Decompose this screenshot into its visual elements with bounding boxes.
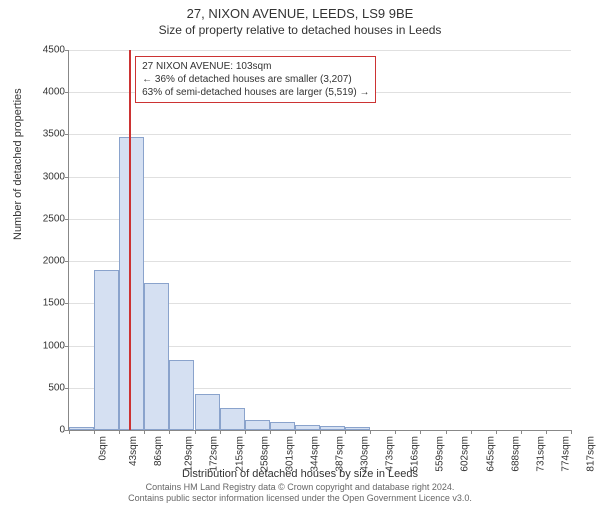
xtick-mark bbox=[471, 430, 472, 434]
ytick-mark bbox=[65, 177, 69, 178]
xtick-label: 301sqm bbox=[284, 436, 295, 472]
gridline bbox=[69, 134, 571, 135]
xtick-mark bbox=[119, 430, 120, 434]
ytick-label: 0 bbox=[25, 425, 65, 436]
xtick-mark bbox=[144, 430, 145, 434]
xtick-label: 258sqm bbox=[259, 436, 270, 472]
xtick-label: 344sqm bbox=[309, 436, 320, 472]
footer: Contains HM Land Registry data © Crown c… bbox=[0, 482, 600, 504]
xtick-label: 688sqm bbox=[510, 436, 521, 472]
xtick-mark bbox=[546, 430, 547, 434]
xtick-label: 731sqm bbox=[535, 436, 546, 472]
histogram-bar bbox=[144, 283, 169, 430]
histogram-bar bbox=[320, 426, 345, 430]
ytick-mark bbox=[65, 388, 69, 389]
gridline bbox=[69, 219, 571, 220]
gridline bbox=[69, 261, 571, 262]
ytick-label: 2500 bbox=[25, 213, 65, 224]
marker-line bbox=[129, 50, 131, 430]
ytick-mark bbox=[65, 261, 69, 262]
xtick-mark bbox=[69, 430, 70, 434]
annotation-line3: 63% of semi-detached houses are larger (… bbox=[142, 86, 369, 99]
xtick-mark bbox=[245, 430, 246, 434]
ytick-label: 1000 bbox=[25, 340, 65, 351]
ytick-label: 500 bbox=[25, 382, 65, 393]
gridline bbox=[69, 177, 571, 178]
xtick-mark bbox=[521, 430, 522, 434]
xtick-label: 430sqm bbox=[360, 436, 371, 472]
ytick-label: 4000 bbox=[25, 87, 65, 98]
gridline bbox=[69, 50, 571, 51]
xtick-label: 516sqm bbox=[410, 436, 421, 472]
histogram-bar bbox=[195, 394, 220, 430]
ytick-label: 1500 bbox=[25, 298, 65, 309]
xtick-mark bbox=[320, 430, 321, 434]
x-axis-label: Distribution of detached houses by size … bbox=[0, 468, 600, 480]
ytick-label: 4500 bbox=[25, 45, 65, 56]
xtick-mark bbox=[496, 430, 497, 434]
chart-title-sub: Size of property relative to detached ho… bbox=[0, 23, 600, 37]
annotation-box: 27 NIXON AVENUE: 103sqm← 36% of detached… bbox=[135, 56, 376, 103]
xtick-mark bbox=[446, 430, 447, 434]
xtick-label: 473sqm bbox=[385, 436, 396, 472]
histogram-bar bbox=[169, 360, 194, 430]
xtick-label: 86sqm bbox=[153, 436, 164, 466]
histogram-bar bbox=[94, 270, 119, 430]
histogram-bar bbox=[69, 427, 94, 430]
ytick-mark bbox=[65, 303, 69, 304]
xtick-label: 215sqm bbox=[234, 436, 245, 472]
xtick-label: 387sqm bbox=[334, 436, 345, 472]
xtick-mark bbox=[395, 430, 396, 434]
chart-title-main: 27, NIXON AVENUE, LEEDS, LS9 9BE bbox=[0, 6, 600, 21]
xtick-label: 602sqm bbox=[460, 436, 471, 472]
y-axis-label: Number of detached properties bbox=[12, 88, 24, 240]
plot-region: 0500100015002000250030003500400045000sqm… bbox=[68, 50, 571, 431]
ytick-mark bbox=[65, 134, 69, 135]
ytick-mark bbox=[65, 346, 69, 347]
annotation-line1: 27 NIXON AVENUE: 103sqm bbox=[142, 60, 369, 73]
xtick-mark bbox=[270, 430, 271, 434]
histogram-bar bbox=[295, 425, 320, 430]
histogram-bar bbox=[119, 137, 144, 430]
xtick-mark bbox=[169, 430, 170, 434]
footer-line1: Contains HM Land Registry data © Crown c… bbox=[0, 482, 600, 493]
xtick-label: 817sqm bbox=[585, 436, 596, 472]
footer-line2: Contains public sector information licen… bbox=[0, 493, 600, 504]
annotation-line2: ← 36% of detached houses are smaller (3,… bbox=[142, 73, 369, 86]
xtick-label: 172sqm bbox=[209, 436, 220, 472]
xtick-label: 559sqm bbox=[435, 436, 446, 472]
ytick-mark bbox=[65, 50, 69, 51]
xtick-mark bbox=[94, 430, 95, 434]
histogram-bar bbox=[245, 420, 270, 430]
histogram-bar bbox=[345, 427, 370, 430]
histogram-bar bbox=[270, 422, 295, 430]
xtick-mark bbox=[345, 430, 346, 434]
xtick-mark bbox=[295, 430, 296, 434]
xtick-label: 774sqm bbox=[560, 436, 571, 472]
histogram-bar bbox=[220, 408, 245, 430]
chart-area: 0500100015002000250030003500400045000sqm… bbox=[68, 50, 570, 430]
xtick-mark bbox=[220, 430, 221, 434]
xtick-label: 43sqm bbox=[128, 436, 139, 466]
ytick-mark bbox=[65, 92, 69, 93]
ytick-label: 3000 bbox=[25, 171, 65, 182]
ytick-mark bbox=[65, 219, 69, 220]
xtick-label: 645sqm bbox=[485, 436, 496, 472]
xtick-mark bbox=[420, 430, 421, 434]
xtick-mark bbox=[571, 430, 572, 434]
ytick-label: 2000 bbox=[25, 256, 65, 267]
ytick-label: 3500 bbox=[25, 129, 65, 140]
xtick-mark bbox=[195, 430, 196, 434]
xtick-mark bbox=[370, 430, 371, 434]
xtick-label: 0sqm bbox=[97, 436, 108, 460]
xtick-label: 129sqm bbox=[184, 436, 195, 472]
